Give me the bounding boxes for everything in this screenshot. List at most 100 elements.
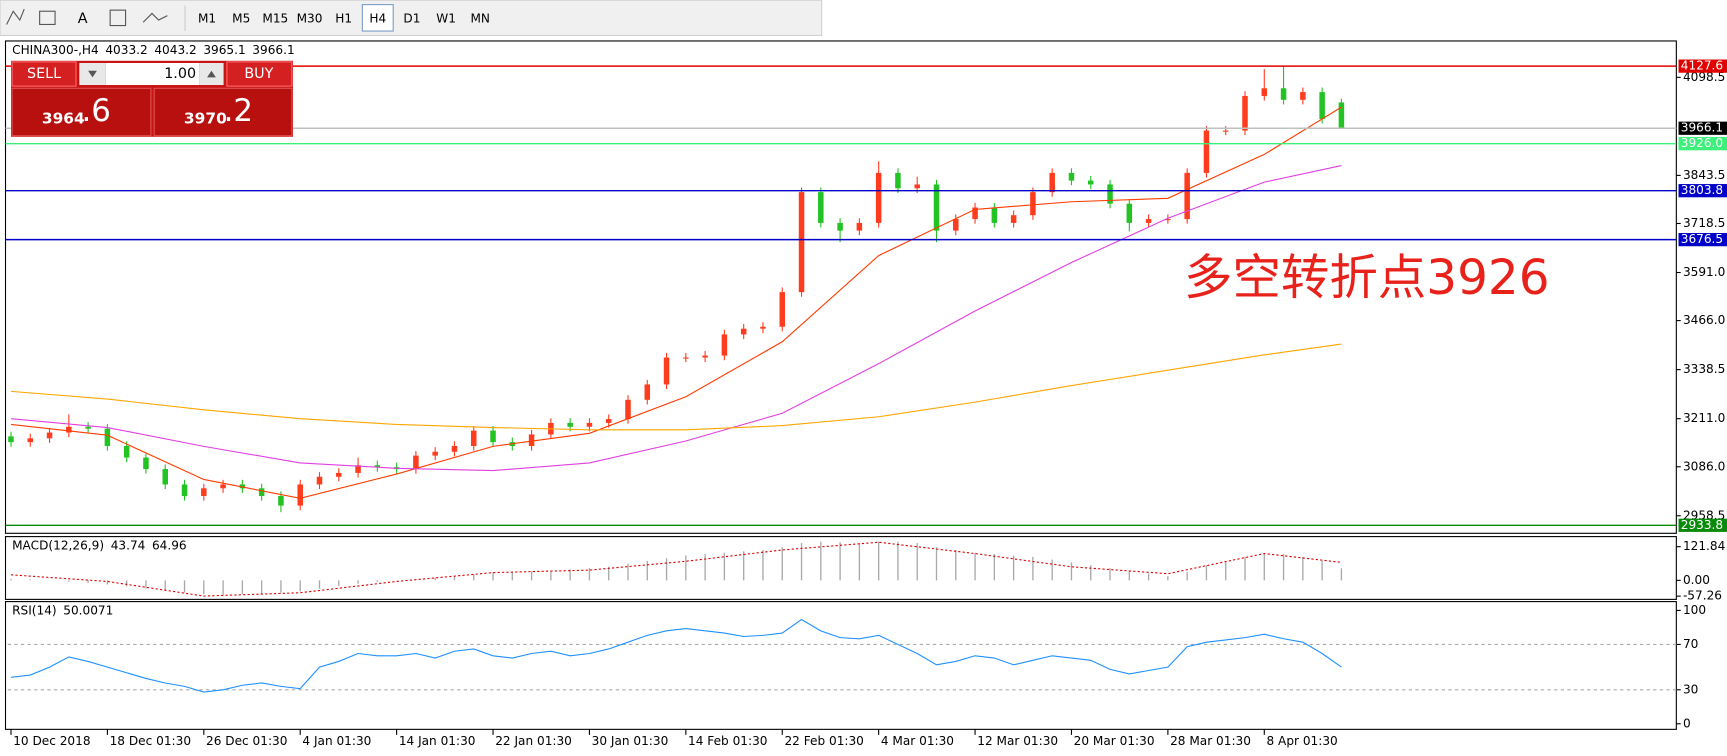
candle-body	[818, 192, 824, 223]
ask-frac: .2	[224, 93, 253, 129]
candle-body	[625, 399, 631, 420]
panel-header: MACD(12,26,9) 43.74 64.96	[12, 538, 187, 552]
arrows-icon[interactable]	[142, 12, 168, 23]
down-arrow	[88, 70, 97, 78]
candle-body	[1184, 172, 1190, 220]
buy-label: BUY	[244, 66, 273, 82]
candle-body	[740, 328, 747, 335]
level-tag-label: 3966.1	[1681, 121, 1723, 135]
x-tick-label: 8 Apr 01:30	[1266, 734, 1337, 748]
buy-button[interactable]	[226, 61, 293, 87]
grid-icon[interactable]	[39, 10, 56, 26]
font-tool[interactable]: A	[78, 11, 88, 27]
up-arrow	[207, 70, 216, 78]
candle-body	[702, 355, 708, 358]
ask-main: 3970	[184, 110, 227, 128]
chart-icon[interactable]	[6, 8, 25, 25]
buy-price-box[interactable]	[153, 87, 293, 137]
header-value: 3966.1	[252, 42, 294, 56]
candle-body	[1280, 88, 1287, 100]
text-label-icon[interactable]	[109, 9, 127, 27]
candle-body	[46, 432, 53, 439]
candle-body	[85, 426, 91, 429]
candle-body	[586, 422, 593, 427]
candle-body	[258, 488, 265, 496]
candle-body	[1338, 102, 1345, 129]
candle-body	[721, 334, 728, 356]
timeframe-button[interactable]: M30	[297, 11, 323, 25]
candle-body	[1030, 192, 1036, 216]
candle-body	[66, 426, 72, 433]
candle-body	[374, 465, 381, 468]
header-value: 4043.2	[154, 42, 196, 56]
candle-body	[528, 434, 535, 446]
timeframe-button[interactable]: D1	[403, 11, 420, 25]
toolbar	[0, 0, 823, 37]
main-panel	[4, 40, 1677, 534]
candle-body	[413, 455, 419, 470]
candle-body	[972, 207, 978, 220]
x-tick-label: 28 Mar 01:30	[1170, 734, 1251, 748]
y-tick-label: 100	[1683, 603, 1706, 617]
candle-body	[1203, 130, 1210, 173]
candle-body	[875, 172, 882, 223]
panel-header: CHINA300-,H4 4033.2 4043.2 3965.1 3966.1	[12, 42, 295, 56]
candle-body	[1222, 130, 1229, 132]
moving-average	[10, 106, 1342, 499]
candle-body	[779, 292, 786, 327]
x-tick-label: 14 Jan 01:30	[399, 734, 476, 748]
candle-body	[181, 484, 188, 496]
level-tag	[1678, 184, 1727, 198]
candle-body	[1300, 92, 1306, 100]
timeframe-button[interactable]: M1	[198, 11, 216, 25]
candle-body	[914, 184, 920, 189]
moving-average	[10, 343, 1342, 431]
timeframe-button[interactable]: M15	[262, 11, 288, 25]
level-tag-label: 2933.8	[1681, 518, 1723, 532]
indicator-title: MACD(12,26,9)	[12, 538, 104, 552]
level-tag	[1678, 59, 1727, 73]
y-tick-label: 3591.0	[1683, 265, 1725, 279]
timeframe-button[interactable]: H1	[335, 11, 352, 25]
level-tag	[1678, 121, 1727, 135]
candle-body	[220, 484, 226, 489]
y-tick-label: 3843.5	[1683, 168, 1725, 182]
candle-body	[355, 465, 361, 473]
x-tick-label: 18 Dec 01:30	[110, 734, 191, 748]
candle-body	[895, 172, 901, 189]
indicator-title: CHINA300-,H4	[12, 42, 99, 56]
candle-body	[605, 419, 612, 423]
level-tag-label: 4127.6	[1681, 59, 1723, 73]
rsi-panel	[4, 601, 1677, 730]
timeframe-button[interactable]: W1	[436, 11, 456, 25]
sell-price-box[interactable]	[11, 87, 152, 137]
candle-body	[8, 436, 14, 443]
sell-button[interactable]	[11, 61, 77, 87]
macd-signal	[10, 541, 1342, 597]
candle-body	[1319, 92, 1325, 120]
timeframe-button[interactable]: M5	[232, 11, 250, 25]
timeframe-button[interactable]: H4	[369, 11, 386, 25]
trade-panel: SELL BUY 1.00 3964 .6 3970 .2	[11, 60, 293, 137]
y-tick-label: 70	[1683, 637, 1698, 651]
level-tag	[1678, 518, 1727, 532]
annotation: 多空转折点3926	[1184, 250, 1550, 306]
candle-body	[567, 422, 573, 427]
candle-body	[432, 451, 438, 456]
rsi-line	[10, 618, 1342, 693]
lot-field[interactable]	[105, 62, 200, 86]
x-tick-label: 26 Dec 01:30	[206, 734, 287, 748]
x-tick-label: 22 Feb 01:30	[784, 734, 863, 748]
timeframe-button[interactable]: MN	[470, 11, 490, 25]
indicator-title: RSI(14)	[12, 603, 57, 617]
candle-body	[856, 222, 863, 231]
y-tick-label: 3086.0	[1683, 459, 1725, 473]
candle-body	[123, 445, 130, 458]
y-tick-label: 3338.5	[1683, 362, 1725, 376]
candle-body	[991, 207, 998, 223]
bid-frac: .6	[82, 93, 111, 129]
x-tick-label: 10 Dec 2018	[13, 734, 90, 748]
y-tick-label: 3718.5	[1683, 216, 1725, 230]
level-tag	[1678, 233, 1727, 247]
